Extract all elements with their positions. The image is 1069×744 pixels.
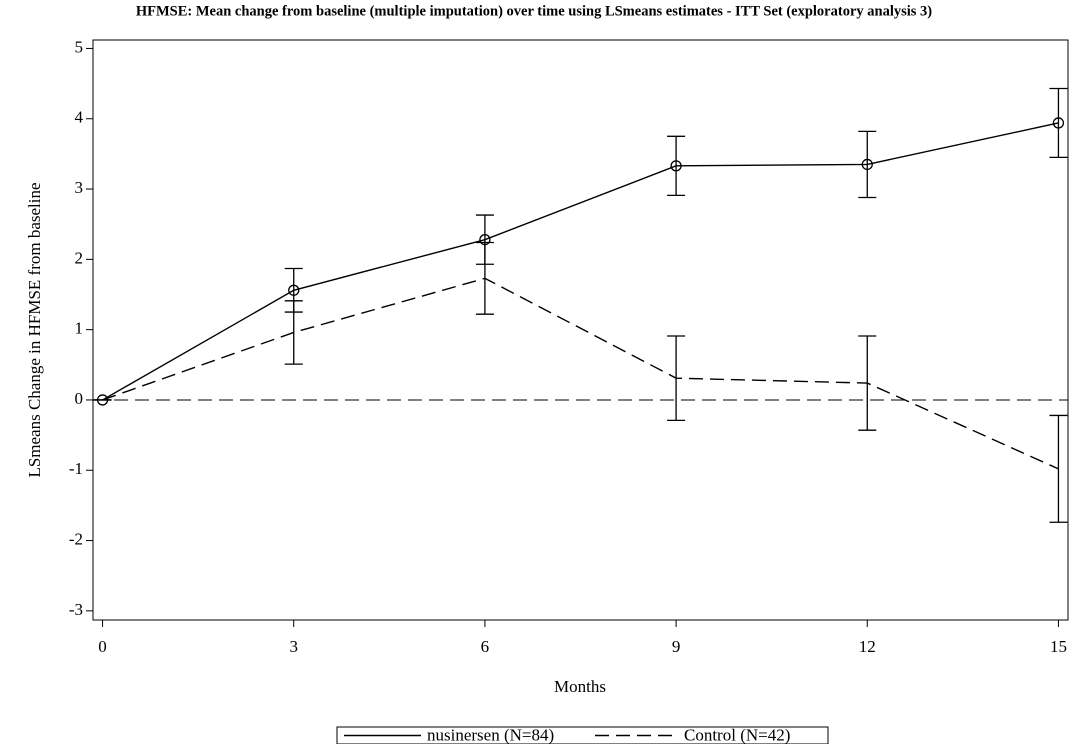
error-bar xyxy=(667,135,686,197)
y-tick-label: 5 xyxy=(75,37,84,56)
y-tick-label: -2 xyxy=(69,529,83,548)
x-tick-label: 12 xyxy=(859,637,876,656)
legend-box xyxy=(336,726,829,744)
x-tick-label: 0 xyxy=(98,637,107,656)
error-bar xyxy=(858,130,877,199)
series-line xyxy=(102,122,1059,401)
x-tick-label: 3 xyxy=(289,637,298,656)
point-marker xyxy=(1052,117,1065,129)
x-axis-label: Months xyxy=(554,677,606,696)
chart-title: HFMSE: Mean change from baseline (multip… xyxy=(136,3,932,19)
y-tick-label: 4 xyxy=(75,108,84,127)
legend-label: Control (N=42) xyxy=(684,725,790,744)
y-tick-label: 0 xyxy=(75,389,84,408)
error-bar xyxy=(284,300,303,365)
error-bar xyxy=(1049,87,1068,159)
legend-label: nusinersen (N=84) xyxy=(427,725,554,744)
error-bar xyxy=(667,335,686,421)
point-marker xyxy=(670,160,682,172)
error-bar xyxy=(1049,414,1068,523)
x-tick-label: 9 xyxy=(672,637,681,656)
y-axis-label: LSmeans Change in HFMSE from baseline xyxy=(25,182,44,477)
point-marker xyxy=(288,284,300,296)
plot-frame xyxy=(92,39,1069,621)
y-tick-label: 2 xyxy=(75,248,84,267)
series-line xyxy=(102,277,1059,470)
x-tick-label: 15 xyxy=(1050,637,1067,656)
y-tick-label: 3 xyxy=(75,178,84,197)
y-tick-label: 1 xyxy=(75,319,84,338)
y-tick-label: -1 xyxy=(69,459,83,478)
y-tick-label: -3 xyxy=(69,600,83,619)
x-tick-label: 6 xyxy=(481,637,490,656)
point-marker xyxy=(861,158,873,171)
error-bar xyxy=(475,241,494,315)
error-bar xyxy=(858,335,877,431)
